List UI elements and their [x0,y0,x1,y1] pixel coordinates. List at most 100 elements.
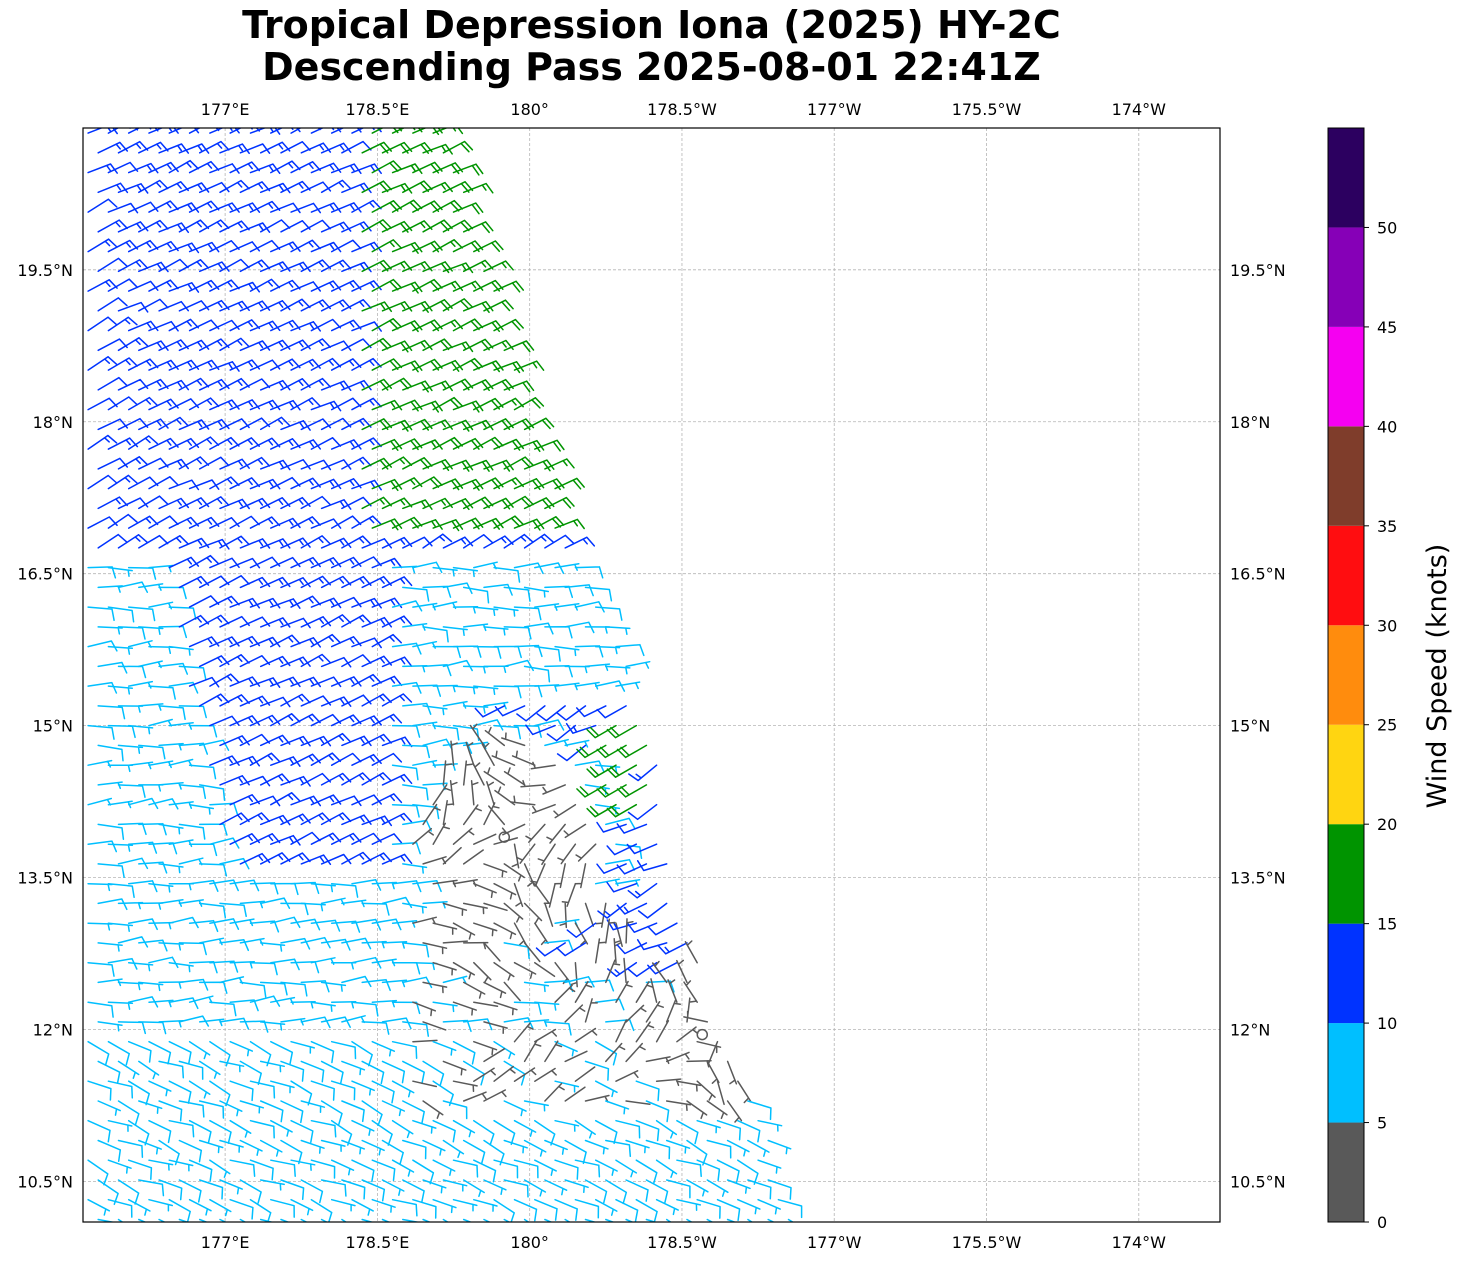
wind-barb [259,538,291,549]
wind-barb [209,279,240,292]
wind-barb [259,1179,285,1191]
wind-barb [330,439,362,450]
wind-barb [449,780,458,806]
wind-barb [534,478,565,491]
wind-barb [371,518,403,531]
wind-barb [249,1040,272,1067]
y-tick-label-left: 15°N [33,717,73,736]
wind-barb [138,219,169,233]
wind-barb [341,814,372,826]
wind-barb [361,1218,375,1222]
wind-barb [391,920,418,928]
wind-barb [606,724,638,739]
colorbar-swatch [1328,625,1364,725]
y-tick-label-right: 13.5°N [1230,869,1286,888]
wind-barb [87,163,118,174]
colorbar-tick-label: 40 [1377,417,1397,436]
wind-barb [513,1001,542,1015]
wind-barb [107,513,138,529]
wind-barb [158,458,190,470]
wind-barb [452,922,476,940]
wind-barb [351,956,382,969]
wind-barb [249,359,281,371]
wind-barb [391,803,420,818]
wind-barb [341,379,372,391]
wind-barb [536,705,566,722]
wind-barb [625,1100,651,1105]
wind-barb [544,1218,553,1222]
wind-barb [259,981,288,996]
wind-barb [219,775,250,786]
wind-barb [158,823,184,835]
wind-barb [270,598,301,609]
wind-barb [483,626,509,636]
wind-barb [290,239,321,253]
wind-barb [300,219,331,233]
wind-barb [158,1218,167,1222]
wind-barb [676,1080,702,1092]
wind-barb [576,744,607,759]
wind-barb [483,1179,507,1196]
wind-barb [371,1040,396,1057]
wind-barb [645,1179,669,1204]
wind-barb [330,515,362,529]
wind-barb [525,724,556,736]
wind-barb [97,219,128,233]
wind-barb [483,981,507,999]
wind-barb [473,1198,498,1212]
wind-barb [442,846,462,865]
wind-barb [97,376,128,391]
wind-barb [462,300,494,314]
wind-barb [320,1100,343,1126]
wind-barb [615,1159,638,1178]
wind-barb [249,882,279,895]
wind-barb [320,732,352,747]
colorbar: 0 5 10 15 20 25 30 35 40 45 50 [1327,127,1397,1232]
wind-barb [665,1139,691,1154]
wind-barb [684,940,698,964]
wind-barb [320,938,351,951]
wind-barb [559,902,568,929]
wind-barb [371,478,403,492]
wind-barb [503,1179,529,1198]
wind-barb [148,1080,172,1097]
wind-barb [361,902,390,916]
wind-barb [412,476,443,490]
wind-barb [107,278,139,292]
wind-barb [570,961,578,988]
wind-barb [330,202,362,213]
colorbar-tick-label: 15 [1377,915,1397,934]
wind-barb [239,538,271,549]
wind-barb [300,142,332,154]
wind-barb [432,396,463,411]
wind-barb [229,1198,254,1220]
wind-barb [574,1027,598,1043]
wind-barb [290,918,321,931]
wind-barb [422,981,448,994]
wind-barb [452,163,484,176]
wind-barb [117,259,149,273]
wind-barb [361,1021,390,1035]
wind-barb [320,259,352,273]
wind-barb [596,784,627,798]
wind-barb [544,1179,568,1196]
wind-barb [667,979,678,1003]
wind-barb [371,597,403,609]
wind-barb [158,1139,180,1166]
wind-barb [657,942,688,955]
wind-barb [148,1119,172,1144]
wind-barb [422,856,447,865]
wind-barb [767,1179,792,1200]
wind-barb [219,1100,243,1117]
wind-barb [341,299,372,312]
wind-barb [310,752,342,766]
wind-barb [391,724,421,738]
wind-barb [462,849,484,865]
wind-barb [452,437,484,450]
wind-barb [442,1179,468,1192]
wind-barb [488,805,506,826]
wind-barb [219,1017,250,1030]
wind-barb [473,922,498,937]
wind-barb [574,1198,600,1219]
wind-barb [87,724,115,740]
